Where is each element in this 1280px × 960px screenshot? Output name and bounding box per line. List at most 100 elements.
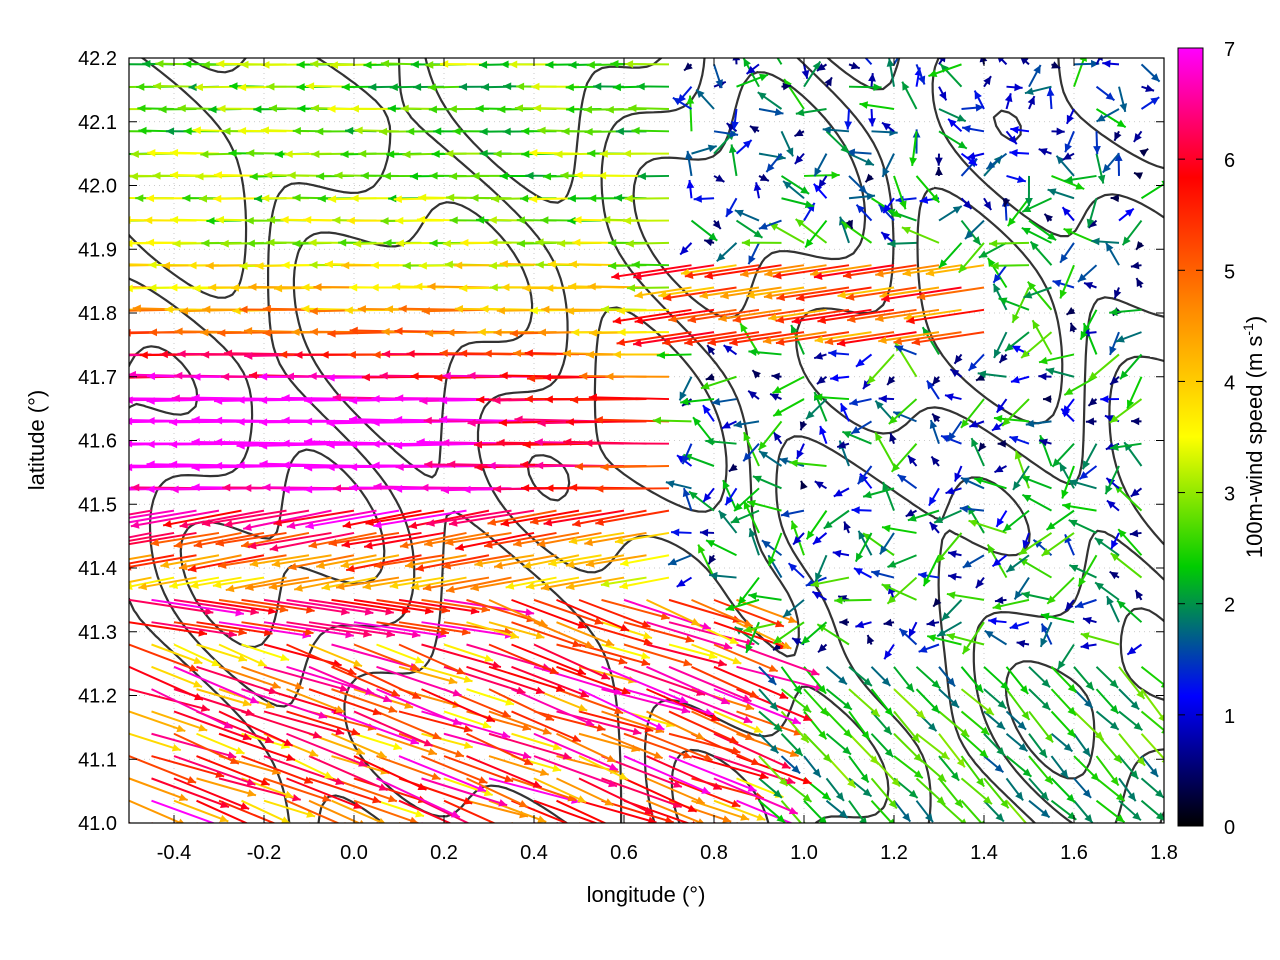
wind-vector bbox=[928, 487, 940, 507]
wind-vector bbox=[601, 598, 670, 621]
wind-vector bbox=[565, 554, 625, 569]
wind-vector bbox=[511, 665, 590, 698]
wind-vector bbox=[983, 799, 1005, 823]
wind-vector bbox=[707, 331, 782, 346]
wind-vector bbox=[977, 370, 1007, 379]
wind-vector bbox=[1073, 710, 1105, 741]
wind-vector bbox=[1065, 108, 1075, 125]
wind-vector bbox=[646, 598, 701, 626]
wind-vector bbox=[331, 665, 401, 697]
wind-vector bbox=[997, 439, 1007, 448]
wind-vector bbox=[732, 308, 805, 324]
wind-vector bbox=[151, 755, 225, 778]
wind-vector bbox=[794, 128, 805, 137]
wind-vector bbox=[1118, 666, 1146, 700]
wind-vector bbox=[1061, 465, 1075, 499]
y-tick-label: 41.7 bbox=[78, 367, 117, 389]
wind-vector bbox=[354, 822, 357, 823]
wind-vector bbox=[169, 148, 220, 157]
wind-vector bbox=[855, 620, 872, 629]
wind-vector bbox=[1068, 564, 1097, 579]
wind-vector bbox=[1028, 64, 1042, 88]
wind-vector bbox=[286, 710, 361, 736]
wind-vector bbox=[129, 531, 152, 539]
wind-vector bbox=[795, 286, 872, 302]
wind-vector bbox=[129, 286, 130, 288]
wind-vector bbox=[1115, 331, 1142, 343]
wind-vector bbox=[938, 710, 970, 738]
wind-vector bbox=[1065, 306, 1076, 316]
wind-vector bbox=[353, 643, 421, 671]
wind-vector bbox=[308, 531, 377, 549]
wind-vector bbox=[893, 688, 926, 720]
wind-vector bbox=[848, 800, 867, 823]
wind-vector bbox=[983, 733, 1006, 757]
wind-vector bbox=[173, 755, 256, 786]
wind-vector bbox=[1018, 557, 1053, 579]
wind-vector bbox=[513, 531, 580, 548]
wind-vector bbox=[758, 755, 789, 787]
wind-vector bbox=[800, 621, 828, 645]
wind-vector bbox=[810, 576, 850, 588]
wind-vector bbox=[782, 180, 805, 200]
wind-vector bbox=[1079, 309, 1098, 341]
wind-vector bbox=[1135, 277, 1144, 288]
wind-vector bbox=[758, 173, 770, 182]
wind-vector bbox=[522, 554, 580, 569]
wind-vector bbox=[848, 710, 871, 741]
wind-vector bbox=[762, 331, 827, 345]
wind-vector bbox=[1047, 188, 1075, 200]
wind-vector bbox=[1011, 287, 1030, 324]
wind-vector bbox=[376, 777, 461, 819]
wind-vector bbox=[225, 576, 287, 593]
wind-vector bbox=[688, 490, 715, 512]
y-tick-label: 41.8 bbox=[78, 303, 117, 325]
wind-vector bbox=[601, 665, 689, 704]
wind-vector bbox=[652, 416, 692, 425]
wind-vector bbox=[1061, 398, 1075, 415]
wind-vector bbox=[893, 58, 899, 65]
wind-vector bbox=[817, 175, 828, 189]
wind-vector bbox=[572, 509, 647, 528]
wind-vector bbox=[868, 108, 876, 127]
wind-vector bbox=[1118, 710, 1143, 732]
wind-vector bbox=[736, 73, 769, 88]
wind-vector bbox=[973, 90, 985, 110]
wind-vector bbox=[578, 643, 651, 667]
wind-vector bbox=[1095, 666, 1119, 689]
wind-vector bbox=[443, 799, 497, 823]
wind-vector bbox=[668, 308, 737, 323]
wind-vector bbox=[866, 634, 875, 645]
wind-vector bbox=[151, 777, 230, 809]
wind-vector bbox=[848, 755, 870, 784]
wind-vector bbox=[1005, 554, 1030, 573]
wind-vector bbox=[1012, 465, 1030, 491]
wind-vector bbox=[1106, 499, 1120, 512]
wind-vector bbox=[1126, 643, 1143, 656]
wind-vector bbox=[978, 241, 1007, 259]
wind-vector bbox=[1126, 376, 1143, 409]
wind-vector bbox=[1050, 755, 1069, 779]
wind-vector bbox=[578, 688, 665, 731]
wind-vector bbox=[340, 554, 400, 569]
wind-vector bbox=[217, 554, 287, 569]
wind-vector bbox=[129, 688, 210, 712]
wind-vector bbox=[813, 153, 828, 177]
wind-vector bbox=[376, 732, 438, 756]
wind-vector bbox=[614, 531, 670, 545]
wind-vector bbox=[315, 554, 377, 570]
wind-vector bbox=[761, 539, 783, 557]
wind-vector bbox=[789, 459, 827, 468]
wind-vector bbox=[331, 710, 420, 745]
x-axis-ticks: -0.4 -0.2 0.0 0.2 0.4 0.6 0.8 1.0 1.2 1.4 1.6 1.8 bbox=[157, 58, 1178, 864]
wind-vector bbox=[399, 531, 467, 549]
wind-vector bbox=[556, 621, 615, 647]
wind-vector bbox=[780, 666, 803, 695]
wind-vector bbox=[812, 532, 828, 545]
wind-vector bbox=[970, 437, 985, 467]
wind-vector bbox=[129, 576, 152, 584]
wind-vector bbox=[721, 420, 737, 430]
wind-vector bbox=[901, 81, 918, 110]
wind-vector bbox=[129, 152, 130, 154]
wind-vector bbox=[1005, 732, 1029, 753]
